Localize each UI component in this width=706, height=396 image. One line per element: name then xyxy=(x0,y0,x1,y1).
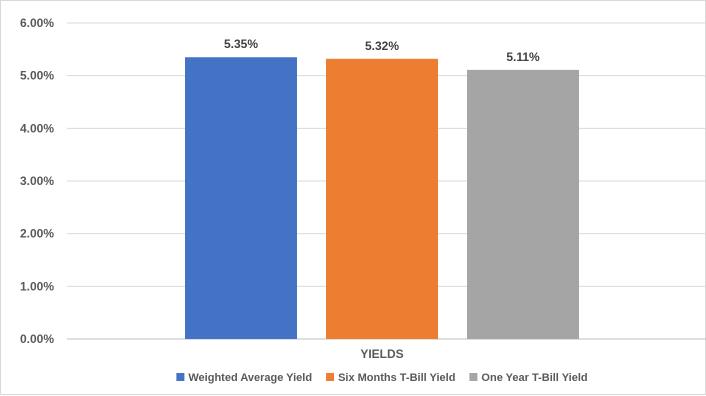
data-label: 5.11% xyxy=(506,50,540,64)
y-tick-label: 2.00% xyxy=(20,227,54,241)
legend-swatch xyxy=(326,373,334,381)
y-tick-label: 0.00% xyxy=(20,332,54,346)
y-tick-label: 4.00% xyxy=(20,121,54,135)
y-tick-label: 5.00% xyxy=(20,69,54,83)
legend-label: One Year T-Bill Yield xyxy=(481,372,587,384)
legend: Weighted Average Yield Six Months T-Bill … xyxy=(176,372,587,384)
legend-label: Weighted Average Yield xyxy=(188,372,312,384)
bars xyxy=(185,57,579,339)
x-category-label: YIELDS xyxy=(360,347,403,361)
y-tick-label: 6.00% xyxy=(20,16,54,30)
y-tick-label: 1.00% xyxy=(20,279,54,293)
y-tick-label: 3.00% xyxy=(20,174,54,188)
bar xyxy=(326,59,438,339)
legend-swatch xyxy=(469,373,477,381)
y-axis-ticks: 0.00% 1.00% 2.00% 3.00% 4.00% 5.00% 6.00% xyxy=(20,16,54,346)
data-label: 5.35% xyxy=(224,37,258,51)
legend-swatch xyxy=(176,373,184,381)
bar xyxy=(185,57,297,339)
legend-label: Six Months T-Bill Yield xyxy=(338,372,455,384)
data-label: 5.32% xyxy=(365,39,399,53)
bar xyxy=(467,70,579,339)
